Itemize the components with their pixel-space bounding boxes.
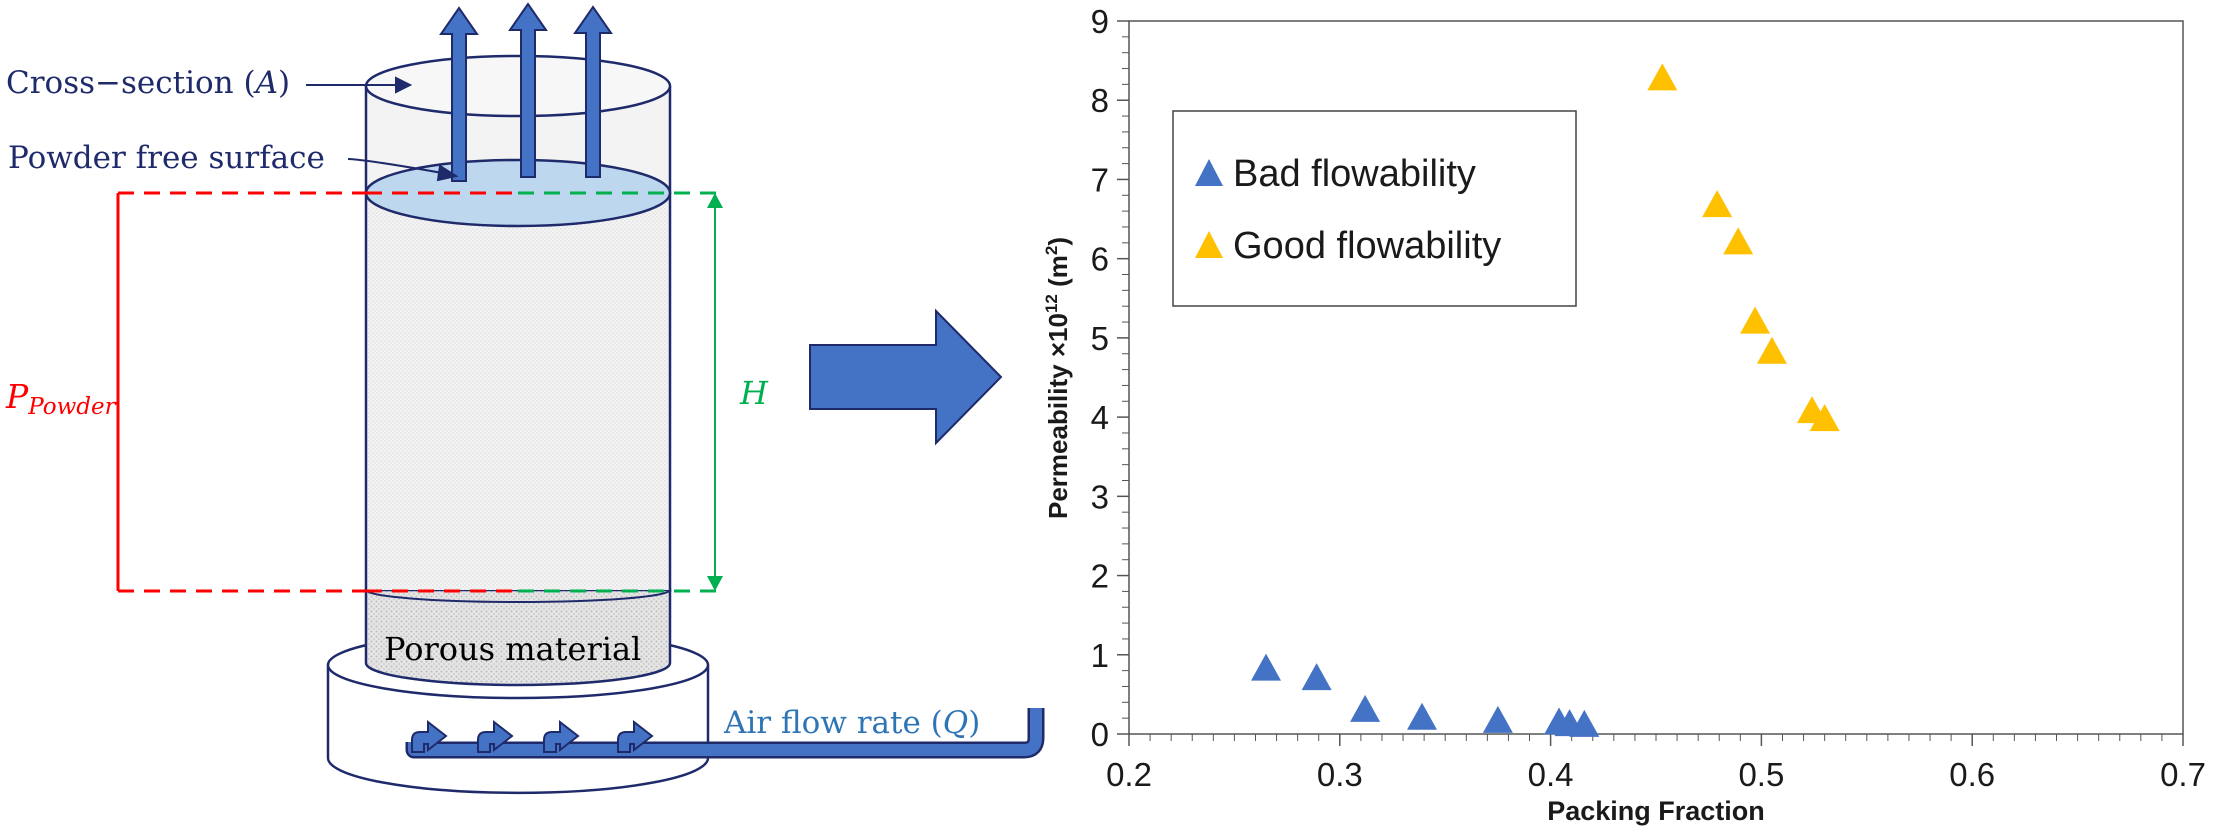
good-flowability-point xyxy=(1756,336,1787,364)
good-flowability-point xyxy=(1723,227,1754,255)
height-label: H xyxy=(739,374,769,412)
label-leaders xyxy=(306,76,459,182)
bad-flowability-point xyxy=(1350,694,1381,722)
air-branch-1 xyxy=(411,719,448,753)
x-tick-label: 0.3 xyxy=(1317,756,1363,793)
air-branch-2 xyxy=(477,719,514,753)
pressure-label: PPowder xyxy=(5,377,118,420)
y-tick-label: 3 xyxy=(1091,478,1109,515)
legend: Bad flowability Good flowability xyxy=(1172,110,1577,307)
y-tick-label: 1 xyxy=(1091,637,1109,674)
transition-arrow xyxy=(809,308,1003,446)
air-branch-4 xyxy=(617,719,654,753)
y-tick-label: 2 xyxy=(1091,558,1109,595)
x-tick-label: 0.5 xyxy=(1738,756,1784,793)
permeability-chart: 0.2 0.3 0.4 0.5 0.6 0.7 0 1 2 3 4 5 6 7 8 9 Packing Fra… xyxy=(1042,3,2206,826)
y-tick-label: 6 xyxy=(1091,241,1109,278)
y-axis-label: Permeability ×1012 (m2) xyxy=(1042,237,1073,519)
x-tick-label: 0.4 xyxy=(1528,756,1574,793)
bad-flowability-point xyxy=(1251,653,1282,681)
legend-label-bad: Bad flowability xyxy=(1233,153,1476,195)
x-tick-label: 0.2 xyxy=(1106,756,1152,793)
free-surface-label: Powder free surface xyxy=(8,140,325,176)
porous-material-label: Porous material xyxy=(384,630,641,668)
airflow-inlet-arrows xyxy=(405,708,1045,759)
outflow-arrows xyxy=(439,2,613,182)
outflow-arrow-1 xyxy=(439,6,479,182)
bad-flowability-point xyxy=(1301,663,1332,691)
bad-flowability-point xyxy=(1407,702,1438,730)
y-tick-label: 4 xyxy=(1091,399,1109,436)
bad-flowability-point xyxy=(1482,705,1513,733)
bad-flowability-point xyxy=(1569,709,1600,737)
good-flowability-point xyxy=(1647,63,1678,91)
x-tick-label: 0.7 xyxy=(2160,756,2206,793)
y-tick-label: 8 xyxy=(1091,82,1109,119)
pressure-bracket xyxy=(116,191,518,593)
air-branch-3 xyxy=(543,719,580,753)
axis-tick-labels: 0.2 0.3 0.4 0.5 0.6 0.7 0 1 2 3 4 5 6 7 8 9 xyxy=(1091,3,2206,793)
good-flowability-point xyxy=(1740,306,1771,334)
y-tick-label: 9 xyxy=(1091,3,1109,40)
outflow-arrow-3 xyxy=(573,5,613,178)
legend-marker-good xyxy=(1195,231,1223,258)
y-tick-label: 0 xyxy=(1091,716,1109,753)
legend-box xyxy=(1172,110,1577,307)
good-flowability-point xyxy=(1702,190,1733,218)
y-tick-label: 5 xyxy=(1091,320,1109,357)
legend-label-good: Good flowability xyxy=(1233,225,1501,267)
permeameter-diagram: Cross−section (A) Powder free surface PP… xyxy=(5,2,1045,795)
legend-marker-bad xyxy=(1195,159,1223,186)
height-bracket xyxy=(518,191,723,593)
porous-material xyxy=(364,588,672,687)
outflow-arrow-2 xyxy=(508,2,548,178)
x-axis-label: Packing Fraction xyxy=(1547,796,1765,826)
y-tick-label: 7 xyxy=(1091,161,1109,198)
data-points xyxy=(1251,63,1840,737)
good-flowability-point xyxy=(1809,404,1840,432)
airflow-label: Air flow rate (Q) xyxy=(723,705,980,741)
cross-section-label: Cross−section (A) xyxy=(6,65,290,101)
axis-ticks xyxy=(1117,20,2184,746)
x-tick-label: 0.6 xyxy=(1949,756,1995,793)
powder-column xyxy=(364,193,672,603)
